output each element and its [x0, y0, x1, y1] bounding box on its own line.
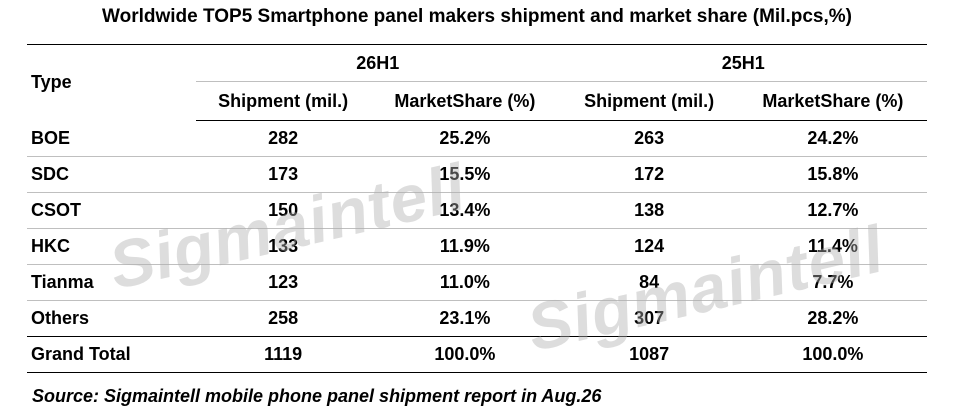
marketshare-25h1-cell: 28.2% [807, 308, 859, 328]
source-note: Source: Sigmaintell mobile phone panel s… [32, 386, 602, 406]
marketshare-25h1-cell: 24.2% [738, 120, 927, 157]
table-row: HKC 133 11.9% 124 11.4% [27, 228, 927, 265]
marketshare-26h1-cell: 23.1% [439, 308, 491, 328]
marketshare-26h1-cell: 15.5% [370, 156, 560, 193]
total-marketshare-25h1-cell: 100.0% [738, 336, 927, 373]
marketshare-25h1-cell: 7.7% [738, 264, 927, 301]
shipment-26h1-cell: 173 [195, 156, 371, 193]
marketshare-25h1-cell: 11.4% [738, 228, 927, 265]
shipment-26h1-cell: 150 [195, 192, 371, 229]
shipment-25h1-cell: 307 [634, 308, 665, 328]
shipment-26h1-cell: 123 [195, 264, 371, 301]
shipment-25h1-cell: 263 [559, 120, 739, 157]
marketshare-26h1-cell: 25.2% [370, 120, 560, 157]
total-shipment-26h1-cell: 1119 [195, 336, 371, 373]
total-type-cell: Grand Total [27, 336, 196, 373]
row-type-cell: CSOT [27, 192, 196, 229]
group-header-25h1: 25H1 [559, 44, 927, 82]
row-type-cell: HKC [27, 228, 196, 265]
shipment-table: Type 26H1 25H1 Shipment (mil.) MarketSha… [27, 44, 927, 373]
col-header-shipment-25h1: Shipment (mil.) [559, 81, 739, 121]
row-type-cell: Tianma [27, 264, 196, 301]
table-row: Tianma 123 11.0% 84 7.7% [27, 264, 927, 301]
type-header: Type [27, 44, 196, 121]
marketshare-25h1-cell: 15.8% [738, 156, 927, 193]
total-shipment-25h1-cell: 1087 [559, 336, 739, 373]
row-type-cell: Others [31, 308, 90, 328]
marketshare-26h1-cell: 13.4% [370, 192, 560, 229]
table-row: SDC 173 15.5% 172 15.8% [27, 156, 927, 193]
table-row: BOE 282 25.2% 263 24.2% [27, 120, 927, 157]
row-type-cell: BOE [27, 120, 196, 157]
marketshare-26h1-cell: 11.9% [370, 228, 560, 265]
group-header-26h1: 26H1 [195, 44, 560, 82]
row-type-cell: SDC [27, 156, 196, 193]
shipment-26h1-cell: 133 [195, 228, 371, 265]
marketshare-25h1-cell: 12.7% [738, 192, 927, 229]
header-row-columns: Shipment (mil.) MarketShare (%) Shipment… [27, 81, 927, 121]
shipment-25h1-cell: 172 [559, 156, 739, 193]
shipment-25h1-cell: 124 [559, 228, 739, 265]
chart-title: Worldwide TOP5 Smartphone panel makers s… [102, 6, 852, 27]
col-header-marketshare-25h1: MarketShare (%) [738, 81, 927, 121]
grand-total-row: Grand Total 1119 100.0% 1087 100.0% [27, 336, 927, 373]
marketshare-26h1-cell: 11.0% [370, 264, 560, 301]
total-marketshare-26h1-cell: 100.0% [370, 336, 560, 373]
shipment-25h1-cell: 84 [559, 264, 739, 301]
shipment-26h1-cell: 282 [195, 120, 371, 157]
shipment-26h1-cell: 258 [268, 308, 299, 328]
col-header-marketshare-26h1: MarketShare (%) [370, 81, 560, 121]
table-row: Others 258 23.1% 307 28.2% [27, 301, 927, 337]
shipment-25h1-cell: 138 [559, 192, 739, 229]
table-row: CSOT 150 13.4% 138 12.7% [27, 192, 927, 229]
header-row-groups: Type 26H1 25H1 [27, 44, 927, 121]
col-header-shipment-26h1: Shipment (mil.) [195, 81, 371, 121]
